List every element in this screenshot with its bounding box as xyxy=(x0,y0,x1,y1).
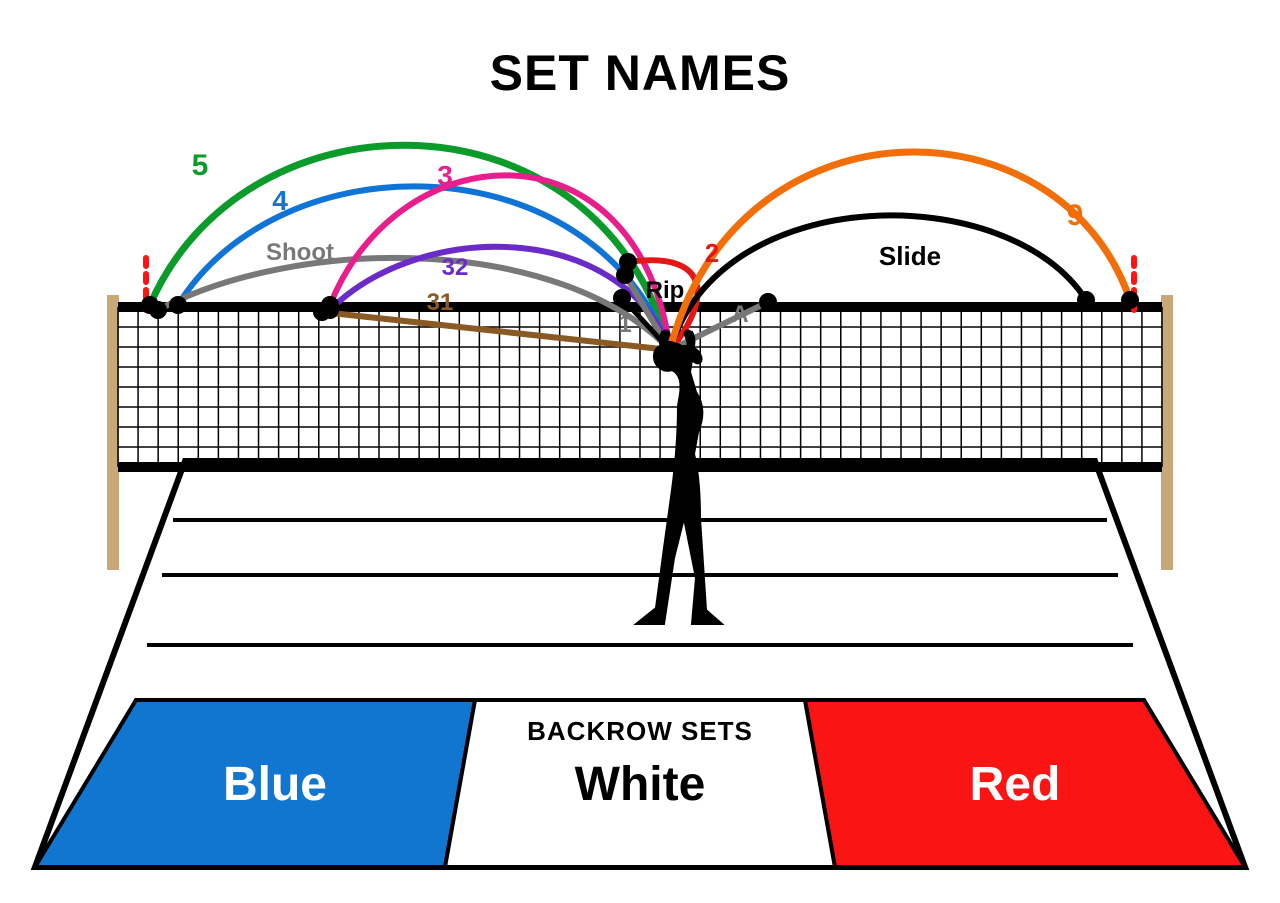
arc-A-end-dot xyxy=(759,293,777,311)
arc-1-label: 1 xyxy=(618,311,631,338)
arc-shoot-end-dot xyxy=(149,301,167,319)
zone-label-red: Red xyxy=(970,758,1061,811)
arc-rip-end-dot xyxy=(613,289,631,307)
arc-32-label: 32 xyxy=(442,254,469,281)
arc-31-label: 31 xyxy=(427,289,454,316)
court: Blue White Red BACKROW SETS xyxy=(35,461,1245,867)
arc-9-end-dot xyxy=(1121,291,1139,309)
arc-4-label: 4 xyxy=(272,185,288,216)
net-mesh xyxy=(118,307,1162,467)
arc-rip-label: Rip xyxy=(646,277,685,304)
backrow-header: BACKROW SETS xyxy=(527,716,753,746)
arc-3-label: 3 xyxy=(437,160,453,191)
arc-slide-label: Slide xyxy=(879,241,941,271)
diagram-title: SET NAMES xyxy=(490,45,791,101)
arc-31-end-dot xyxy=(313,303,331,321)
zone-label-blue: Blue xyxy=(223,758,327,811)
arc-A-label: A xyxy=(731,301,748,328)
arc-2-label: 2 xyxy=(705,238,719,268)
arc-slide-end-dot xyxy=(1077,291,1095,309)
arc-4-end-dot xyxy=(169,296,187,314)
zone-label-white: White xyxy=(575,758,706,811)
arc-9-label: 9 xyxy=(1067,199,1084,232)
arc-shoot-label: Shoot xyxy=(266,239,334,266)
arc-5-label: 5 xyxy=(192,149,209,182)
arc-2-end-dot xyxy=(619,253,637,271)
